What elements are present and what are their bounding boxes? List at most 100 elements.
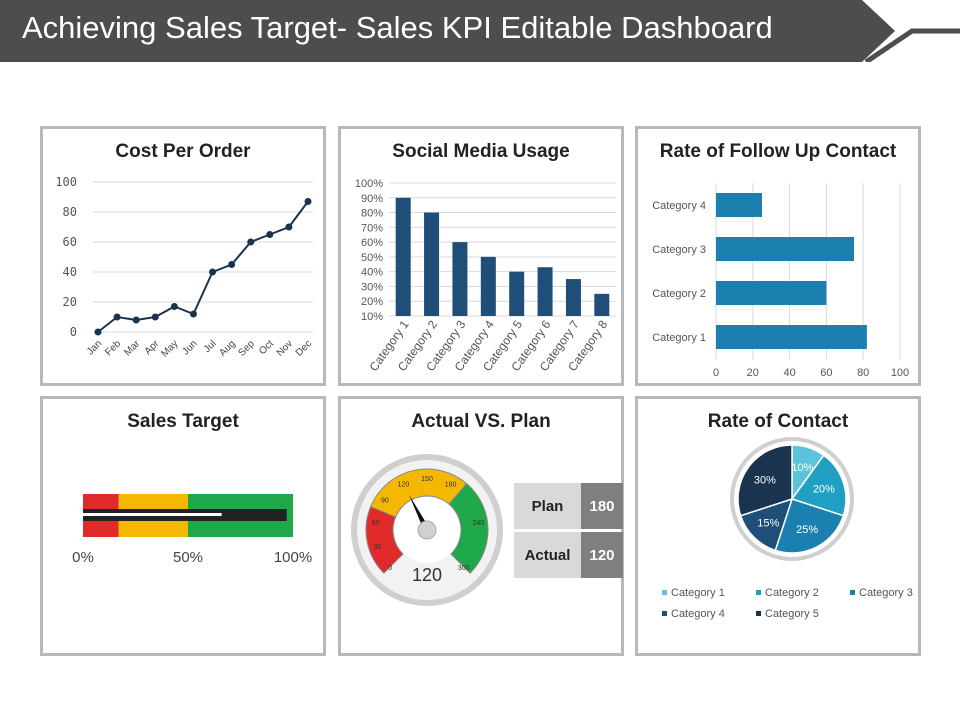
x-tick-label: 20 bbox=[747, 367, 759, 379]
y-tick-label: 90% bbox=[361, 193, 383, 205]
legend-label-category-3: Category 3 bbox=[859, 587, 913, 599]
y-tick-label: 20 bbox=[63, 295, 77, 309]
y-tick-label: 20% bbox=[361, 296, 383, 308]
banner-background bbox=[0, 0, 895, 62]
sales-target-panel: Sales Target 0% 50% 100% bbox=[40, 396, 326, 656]
y-tick-label: 60% bbox=[361, 237, 383, 249]
x-tick-label: May bbox=[159, 338, 180, 359]
legend-label-category-2: Category 2 bbox=[765, 587, 819, 599]
y-tick-label: 40% bbox=[361, 267, 383, 279]
data-point-oct bbox=[266, 231, 274, 238]
data-point-jun bbox=[189, 310, 197, 318]
bar-category-4 bbox=[480, 256, 496, 316]
legend-swatch-category-5 bbox=[756, 611, 761, 616]
bar-category-2 bbox=[424, 212, 440, 316]
data-point-mar bbox=[132, 316, 140, 324]
actual-value-cell: 120 bbox=[581, 532, 623, 578]
y-tick-label: Category 2 bbox=[652, 288, 706, 300]
x-tick-label: Oct bbox=[257, 338, 276, 357]
x-tick-label: Jun bbox=[180, 338, 199, 357]
gauge-tick-label: 0 bbox=[388, 565, 392, 572]
title-banner: Achieving Sales Target- Sales KPI Editab… bbox=[0, 0, 960, 65]
pie-slice-label: 15% bbox=[757, 518, 779, 530]
follow-up-contact-panel: Rate of Follow Up Contact 0 20 40 60 80 100 Ca… bbox=[635, 126, 921, 386]
legend-swatch-category-2 bbox=[756, 590, 761, 595]
actual-vs-plan-panel: Actual VS. Plan 0 30 60 90 120 150 180 240 300 12… bbox=[338, 396, 624, 656]
y-tick-label: 70% bbox=[361, 222, 383, 234]
x-tick-label: 0 bbox=[713, 367, 719, 379]
bar-category-3 bbox=[452, 242, 468, 316]
rate-of-contact-chart: 10%20% 25% 15% 30% Category 1 Category 2 Categ… bbox=[662, 437, 913, 620]
y-tick-label: 80% bbox=[361, 208, 383, 220]
y-tick-label: 100% bbox=[355, 178, 383, 190]
data-point-aug bbox=[228, 261, 236, 268]
hbar-category-3 bbox=[716, 237, 854, 261]
gauge-green-zone bbox=[448, 482, 489, 574]
gauge-tick-label: 120 bbox=[398, 482, 410, 489]
cost-line-series bbox=[97, 200, 309, 333]
legend-label-category-4: Category 4 bbox=[671, 608, 725, 620]
social-media-usage-title: Social Media Usage bbox=[392, 141, 570, 162]
x-tick-label: Feb bbox=[103, 338, 123, 358]
plan-value-cell: 180 bbox=[581, 483, 623, 529]
data-point-sep bbox=[247, 238, 255, 246]
pie-slice-label: 10% bbox=[791, 462, 813, 474]
bar-category-6 bbox=[537, 267, 553, 316]
x-tick-label: Aug bbox=[217, 338, 237, 358]
y-tick-label: 10% bbox=[361, 311, 383, 323]
social-media-usage-chart: 10%20%30%40%50%60%70%80%90%100%Category … bbox=[355, 178, 616, 374]
social-media-usage-panel: Social Media Usage 10% 20% 30% 40% 50% 60% 70%… bbox=[338, 126, 624, 386]
rate-of-contact-panel: Rate of Contact 10% 20% 25% 15% 30% Category … bbox=[635, 396, 921, 656]
y-tick-label: 40 bbox=[63, 265, 77, 279]
pie-slice-category-5 bbox=[737, 444, 793, 517]
y-tick-label: 50% bbox=[361, 252, 383, 264]
actual-vs-plan-title: Actual VS. Plan bbox=[411, 411, 551, 432]
data-point-may bbox=[170, 303, 178, 310]
bar-category-8 bbox=[594, 293, 610, 316]
pie-outer-ring bbox=[730, 437, 854, 561]
cost-per-order-panel: Cost Per Order 0 20 40 60 80 100 Jan Feb Mar Apr M… bbox=[40, 126, 326, 386]
gauge-tick-label: 30 bbox=[374, 544, 382, 551]
bullet-tick-label: 50% bbox=[173, 549, 203, 566]
pie-slice-category-2 bbox=[790, 454, 847, 517]
data-point-jul bbox=[209, 268, 217, 276]
pie-slice-label: 25% bbox=[796, 524, 818, 536]
data-point-apr bbox=[151, 313, 159, 321]
gauge-tick-label: 150 bbox=[421, 476, 433, 483]
bullet-tick-label: 100% bbox=[274, 549, 312, 566]
x-tick-label: 80 bbox=[857, 367, 869, 379]
y-tick-label: 60 bbox=[63, 235, 77, 249]
actual-label-cell: Actual bbox=[514, 532, 581, 578]
follow-up-contact-chart: 0 20 40 60 80 100 Category 1 Category 2 Category… bbox=[652, 183, 909, 379]
y-tick-label: 30% bbox=[361, 281, 383, 293]
y-tick-label: 0 bbox=[70, 325, 77, 339]
pie-slice-label: 20% bbox=[813, 484, 835, 496]
pie-slice-label: 30% bbox=[754, 474, 776, 486]
gauge-hub bbox=[417, 520, 437, 540]
follow-up-contact-title: Rate of Follow Up Contact bbox=[659, 141, 897, 162]
x-tick-label: Sep bbox=[236, 338, 257, 359]
x-tick-label: Jan bbox=[85, 338, 104, 357]
sales-target-chart: 0% 50% 100% bbox=[72, 494, 312, 566]
actual-measure-line bbox=[83, 513, 222, 516]
banner-accent-line bbox=[864, 28, 960, 65]
hbar-category-1 bbox=[716, 325, 867, 349]
rate-of-contact-title: Rate of Contact bbox=[707, 411, 849, 432]
bar-category-5 bbox=[509, 271, 525, 316]
x-tick-label: 40 bbox=[783, 367, 795, 379]
bar-category-7 bbox=[565, 279, 581, 316]
gauge-tick-label: 60 bbox=[372, 520, 380, 527]
data-point-feb bbox=[113, 313, 121, 321]
x-tick-label: Jul bbox=[202, 338, 219, 355]
hbar-category-4 bbox=[716, 193, 762, 217]
cost-per-order-title: Cost Per Order bbox=[115, 141, 251, 162]
legend-label-category-1: Category 1 bbox=[671, 587, 725, 599]
gauge-tick-label: 90 bbox=[381, 497, 389, 504]
data-point-dec bbox=[304, 198, 312, 205]
y-tick-label: 100 bbox=[55, 175, 77, 189]
x-tick-label: Mar bbox=[122, 338, 142, 358]
x-tick-label: 100 bbox=[891, 367, 909, 379]
legend-swatch-category-1 bbox=[662, 590, 667, 595]
pie-slice-category-3 bbox=[774, 498, 845, 554]
